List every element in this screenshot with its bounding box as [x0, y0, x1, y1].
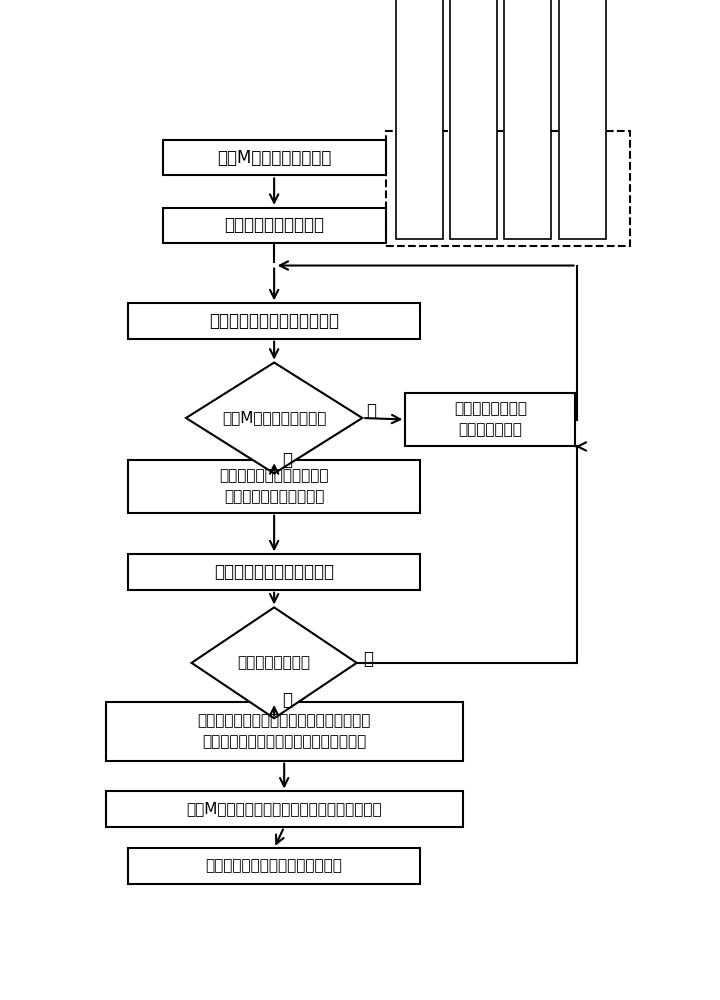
FancyBboxPatch shape [450, 0, 497, 239]
FancyBboxPatch shape [128, 303, 420, 339]
Text: 更新智能车辆网联车辆的状态信息: 更新智能车辆网联车辆的状态信息 [206, 859, 343, 874]
Text: 计算实时距离和最小安全间隙: 计算实时距离和最小安全间隙 [209, 312, 339, 330]
FancyBboxPatch shape [128, 460, 420, 513]
Text: 主车M驶入快速路合流区: 主车M驶入快速路合流区 [217, 149, 331, 167]
Text: 判断目标车道相邻前后车辆的情况，并根据
加速度变化函数得到换道时所需的加速度: 判断目标车道相邻前后车辆的情况，并根据 加速度变化函数得到换道时所需的加速度 [197, 713, 371, 749]
FancyBboxPatch shape [386, 131, 630, 246]
Text: 否: 否 [364, 650, 374, 668]
Polygon shape [186, 363, 362, 473]
FancyBboxPatch shape [163, 140, 386, 175]
FancyBboxPatch shape [128, 554, 420, 590]
FancyBboxPatch shape [559, 0, 606, 239]
Text: 是: 是 [282, 691, 292, 709]
Text: 是否满足换道条件: 是否满足换道条件 [238, 655, 310, 670]
FancyBboxPatch shape [405, 393, 575, 446]
Text: 再次获取周边道路环境信息: 再次获取周边道路环境信息 [214, 563, 334, 581]
FancyBboxPatch shape [163, 208, 386, 243]
Polygon shape [192, 607, 356, 718]
Text: 是: 是 [282, 451, 292, 469]
FancyBboxPatch shape [396, 0, 443, 239]
FancyBboxPatch shape [504, 0, 551, 239]
FancyBboxPatch shape [128, 848, 420, 884]
FancyBboxPatch shape [106, 791, 463, 827]
Text: 获取周边道路环境信息: 获取周边道路环境信息 [224, 216, 324, 234]
FancyBboxPatch shape [106, 702, 463, 761]
Text: 否: 否 [366, 402, 377, 420]
Text: 主车M是否产生变道决策: 主车M是否产生变道决策 [222, 410, 326, 425]
Text: 保持跟驰状态或停
车等待变道时机: 保持跟驰状态或停 车等待变道时机 [454, 402, 527, 438]
Text: 主车M以换道时所需的加速度换道入目标车道内: 主车M以换道时所需的加速度换道入目标车道内 [186, 802, 382, 817]
Text: 由期望路径函数得到速度变
化函数和加速度变化函数: 由期望路径函数得到速度变 化函数和加速度变化函数 [220, 469, 329, 505]
